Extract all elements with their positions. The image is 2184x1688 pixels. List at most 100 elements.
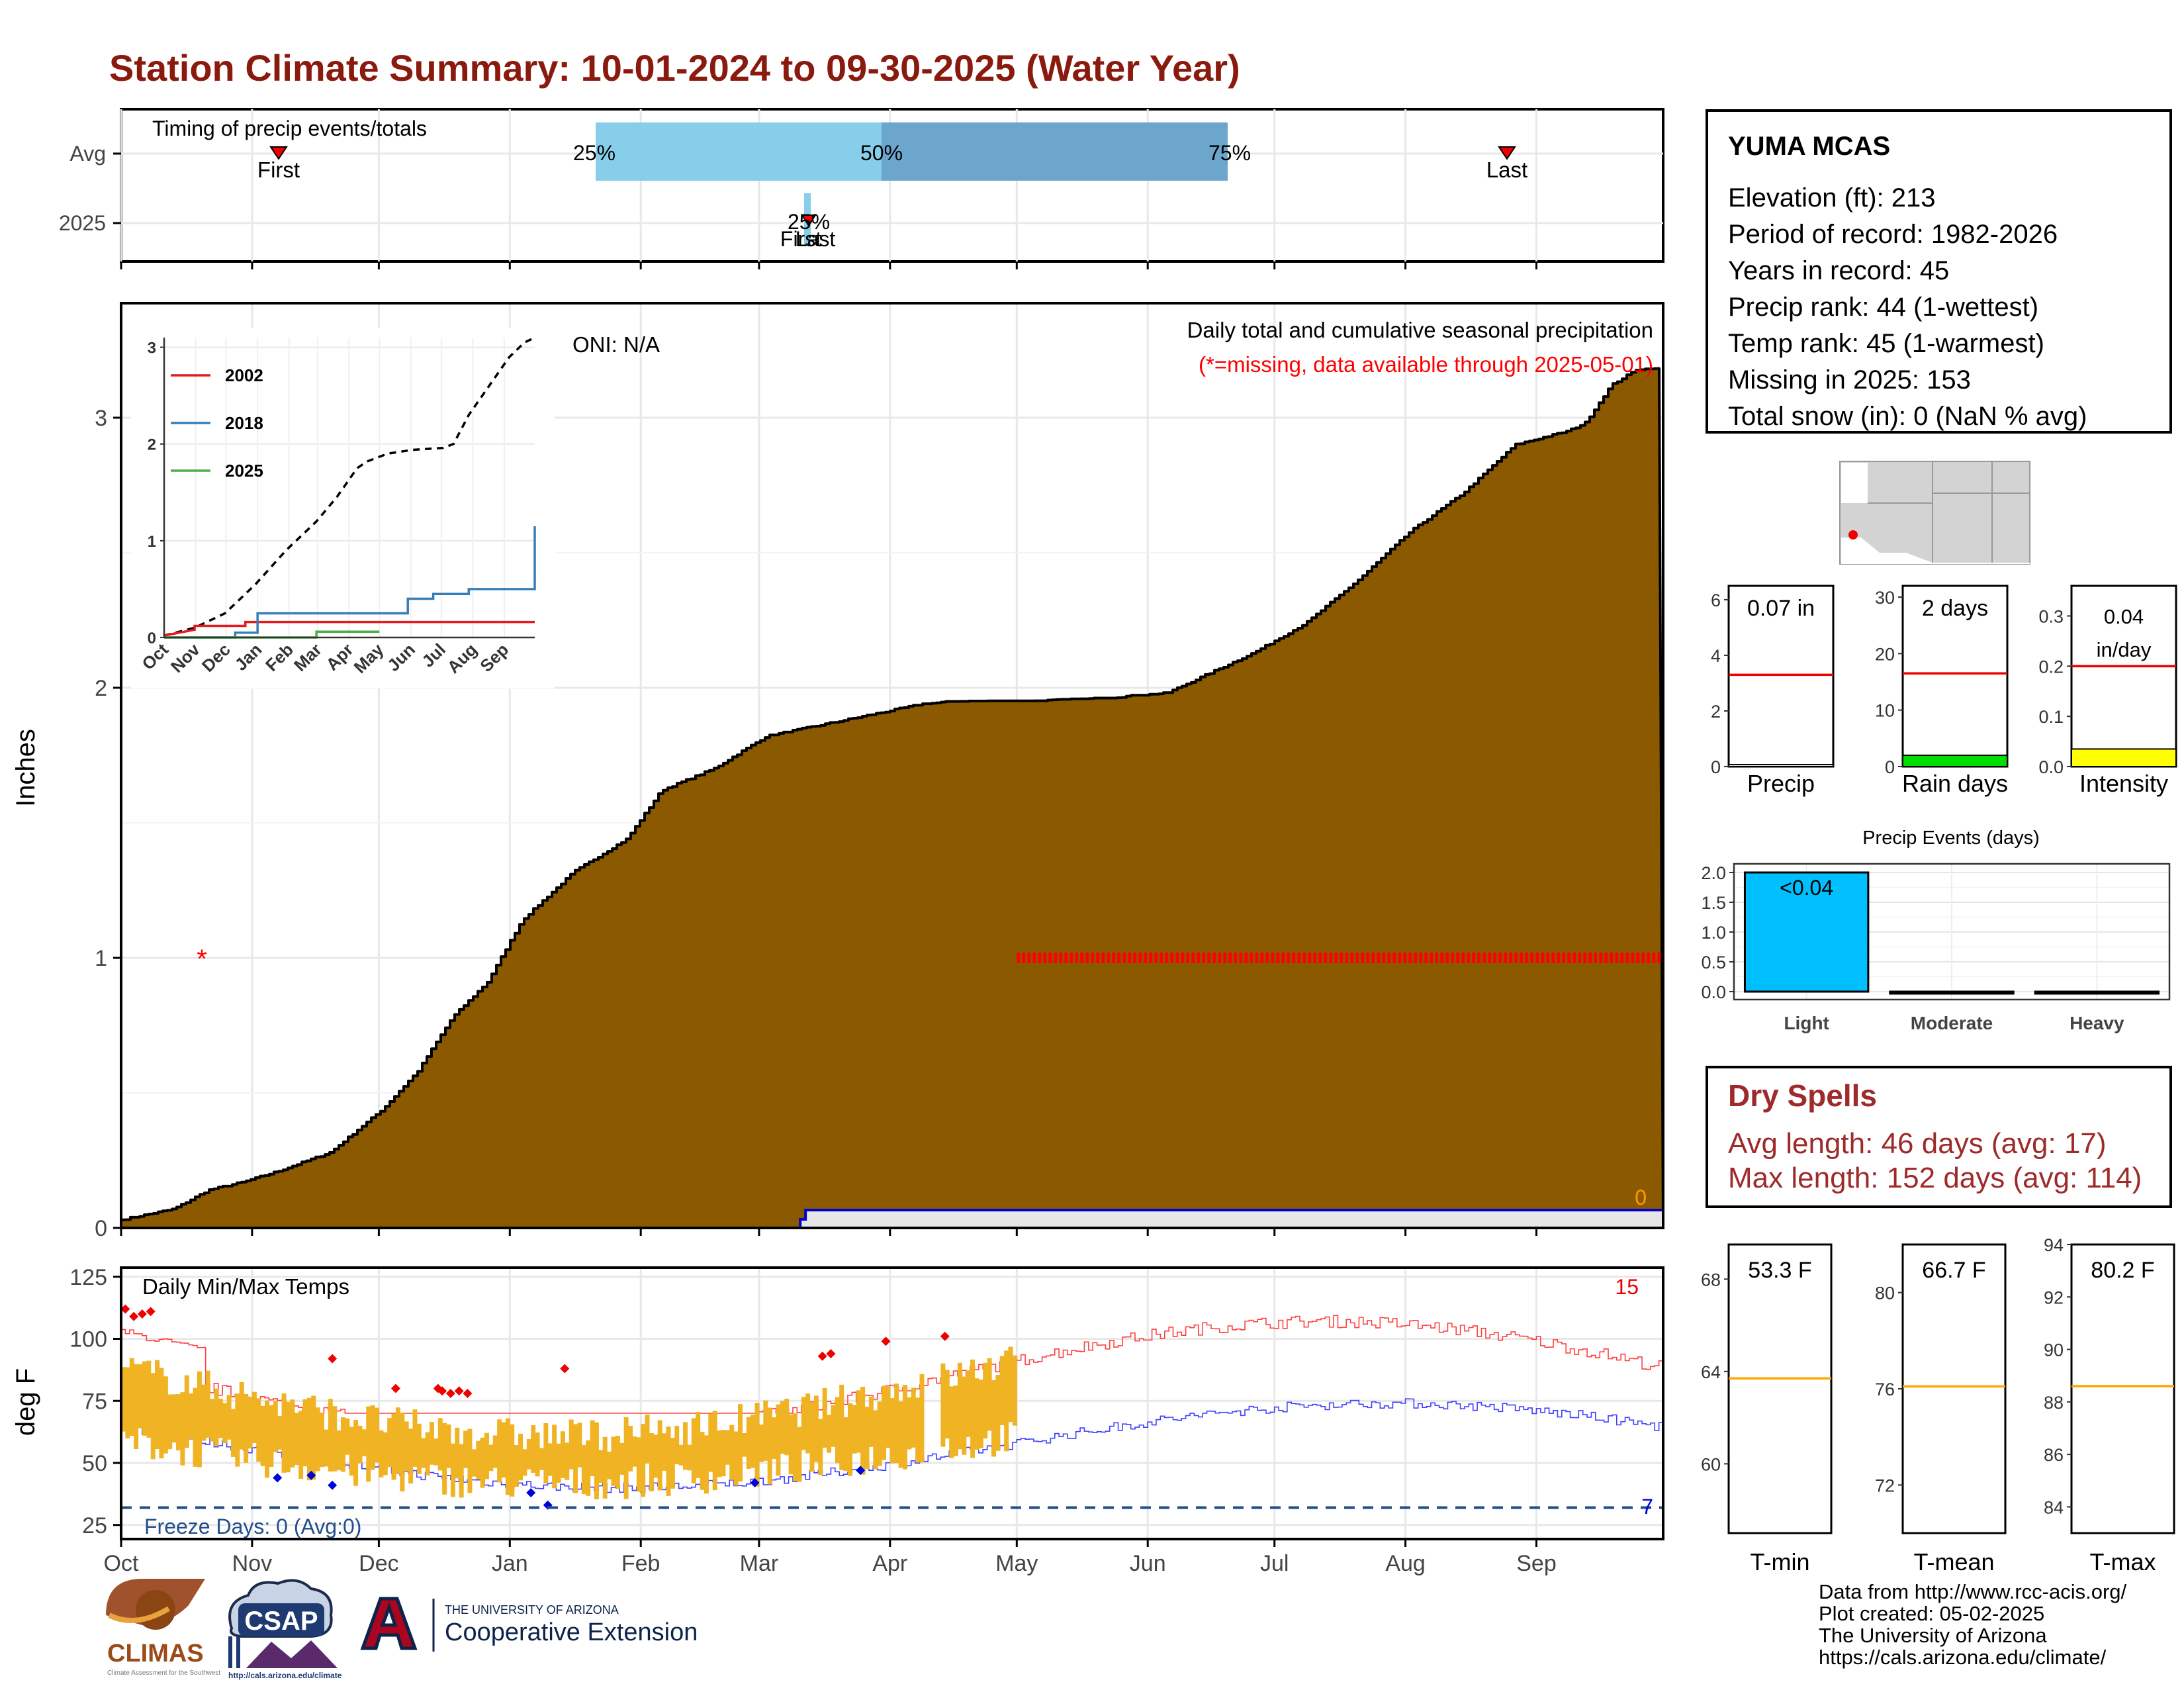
month-label: Sep [1516, 1551, 1557, 1576]
daily-temp-bar [733, 1431, 739, 1486]
record-low-marker [273, 1473, 283, 1483]
mini-precip-value: 2 days [1922, 596, 1988, 621]
daily-temp-bar [324, 1429, 329, 1467]
credits: Data from http://www.rcc-acis.org/ Plot … [1819, 1581, 2126, 1668]
daily-temp-bar [801, 1397, 806, 1450]
side-panels: 0 2 4 6 0.07 in Precip 0 10 20 30 2 days Rain days 0… [1701, 461, 2177, 1575]
daily-temp-bar [171, 1394, 177, 1443]
daily-temp-bar [226, 1395, 232, 1440]
daily-temp-bar [983, 1362, 988, 1439]
temps-ytick-label: 100 [69, 1327, 107, 1352]
pct-bar-25-50 [596, 122, 882, 181]
credit-line: Data from http://www.rcc-acis.org/ [1819, 1580, 2127, 1603]
record-high-marker [146, 1307, 156, 1317]
daily-temp-bar [712, 1411, 717, 1491]
daily-temp-bar [430, 1422, 434, 1465]
record-low-marker [526, 1488, 536, 1497]
mini-precip-label: Intensity [2079, 770, 2168, 797]
dry-spells-title: Dry Spells [1728, 1078, 1877, 1113]
temps-heading: Daily Min/Max Temps [142, 1274, 349, 1299]
daily-temp-bar [442, 1423, 447, 1495]
freeze-text: Freeze Days: 0 (Avg:0) [144, 1515, 361, 1538]
record-low-marker [328, 1480, 338, 1490]
month-label: Apr [872, 1551, 907, 1576]
daily-temp-bar [543, 1423, 549, 1483]
oni-label: ONI: N/A [572, 332, 660, 357]
daily-temp-bar [628, 1425, 633, 1472]
daily-temp-bar [809, 1402, 815, 1472]
inset-ytick-label: 1 [148, 533, 156, 551]
events-category-label: Light [1784, 1013, 1829, 1033]
daily-temp-bar [437, 1418, 443, 1471]
mini-precip-ytick: 0 [1711, 757, 1721, 777]
daily-temp-bar [919, 1374, 925, 1463]
station-info-box: YUMA MCAS Elevation (ft): 213 Period of … [1706, 109, 2172, 434]
mini-precip-ytick: 20 [1875, 644, 1895, 664]
daily-temp-bar [142, 1361, 147, 1436]
inset-legend-label: 2018 [225, 413, 263, 433]
daily-temp-bar [484, 1432, 489, 1479]
precip-frame [120, 302, 1664, 1229]
daily-temp-bar [573, 1424, 578, 1493]
daily-temp-bar [636, 1437, 641, 1492]
events-bar [2034, 990, 2160, 995]
page-title: Station Climate Summary: 10-01-2024 to 0… [109, 47, 1240, 89]
inset-legend-label: 2025 [225, 461, 263, 481]
daily-temp-bar [717, 1430, 722, 1477]
timing-ylabel: 2025 [59, 211, 106, 235]
daily-temp-bar [349, 1427, 354, 1476]
daily-temp-bar [138, 1364, 143, 1429]
daily-temp-bar [683, 1422, 688, 1470]
daily-temp-bar [510, 1424, 515, 1497]
daily-temp-bar [772, 1417, 777, 1460]
temps-ytick-label: 75 [82, 1389, 107, 1414]
inset-ytick-label: 0 [148, 630, 156, 647]
credit-line: https://cals.arizona.edu/climate/ [1819, 1646, 2107, 1669]
daily-temp-bar [134, 1364, 139, 1450]
mini-precip-ytick: 0.0 [2038, 757, 2064, 777]
daily-temp-bar [1012, 1355, 1017, 1426]
daily-temp-bar [776, 1404, 781, 1476]
mini-temp-ytick: 80 [1875, 1284, 1895, 1303]
daily-temp-bar [222, 1403, 228, 1444]
daily-temp-bar [260, 1405, 265, 1466]
mini-temp-value: 66.7 F [1922, 1258, 1985, 1283]
daily-temp-bar [889, 1397, 895, 1464]
daily-temp-bar [700, 1432, 705, 1490]
mini-precip-value: 0.07 in [1747, 596, 1815, 621]
first-avg-label: First [257, 158, 300, 182]
daily-temp-bar [450, 1443, 455, 1497]
daily-temp-bar [248, 1396, 253, 1449]
mini-precip-frame [1727, 585, 1835, 768]
mini-precip-ytick: 30 [1875, 588, 1895, 608]
daily-temp-bar [813, 1395, 819, 1462]
daily-temp-bar [619, 1442, 625, 1475]
daily-temp-bar [155, 1360, 160, 1450]
daily-temp-bar [251, 1391, 257, 1443]
daily-temp-bar [235, 1393, 240, 1467]
daily-temp-bar [907, 1397, 912, 1450]
month-label: May [995, 1551, 1038, 1576]
daily-temp-bar [894, 1383, 899, 1464]
daily-temp-bar [379, 1430, 384, 1477]
daily-temp-bar [835, 1397, 840, 1464]
precip-ylabel: Inches [11, 729, 40, 807]
daily-temp-bar [632, 1436, 637, 1467]
record-high-marker [445, 1389, 455, 1398]
first-avg-marker [269, 146, 288, 160]
station-line: Total snow (in): 0 (NaN % avg) [1728, 402, 2087, 431]
overlap-pct-label: 25% [788, 210, 830, 234]
daily-temp-bar [357, 1425, 363, 1464]
temps-ylabel: deg F [11, 1368, 40, 1436]
daily-temp-bar [395, 1407, 400, 1474]
mini-precip-bar [2071, 748, 2177, 768]
daily-temp-bar [518, 1433, 523, 1481]
record-low-marker [306, 1470, 316, 1480]
mini-temp-ytick: 68 [1701, 1270, 1721, 1289]
pct-label-25: 25% [573, 141, 615, 165]
daily-temp-bar [265, 1400, 270, 1478]
daily-temp-bar [180, 1392, 185, 1466]
daily-temp-bar [645, 1414, 650, 1464]
daily-temp-bar [497, 1419, 502, 1483]
daily-temp-bar [353, 1419, 359, 1486]
